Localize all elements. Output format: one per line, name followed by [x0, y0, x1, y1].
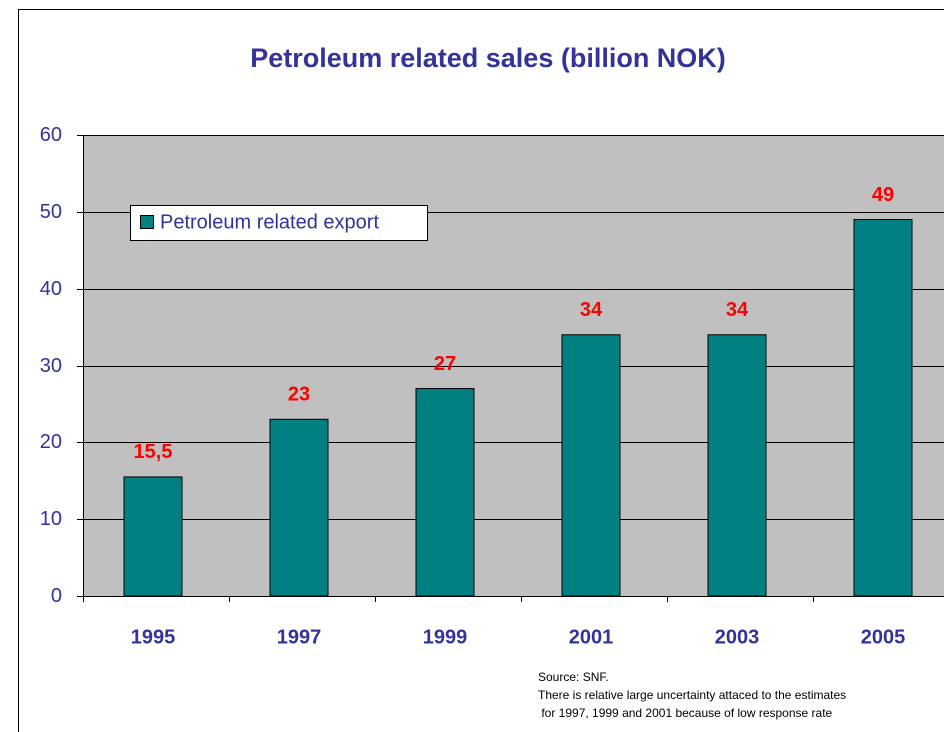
note: for 1997, 1999 and 2001 because of low r…	[538, 706, 833, 720]
y-tick-label: 40	[40, 278, 62, 300]
value-label: 27	[434, 353, 456, 375]
note: Source: SNF.	[538, 670, 609, 684]
legend-box	[130, 205, 428, 241]
value-label: 34	[580, 299, 603, 321]
y-tick-label: 0	[51, 585, 62, 607]
value-label: 15,5	[134, 441, 173, 463]
legend-swatch	[140, 215, 154, 229]
bar	[269, 418, 329, 597]
x-tick-label: 1995	[131, 626, 176, 648]
x-tick-label: 2005	[861, 626, 906, 648]
bar	[561, 334, 621, 597]
value-label: 23	[288, 384, 310, 406]
plot-area	[83, 135, 944, 596]
y-tick-label: 10	[40, 508, 62, 530]
legend-label: Petroleum related export	[160, 211, 379, 233]
x-tick-label: 1997	[277, 626, 322, 648]
value-label: 34	[726, 299, 749, 321]
bar	[123, 476, 183, 597]
bar	[853, 219, 913, 597]
chart-title: Petroleum related sales (billion NOK)	[250, 43, 726, 73]
value-label: 49	[872, 184, 894, 206]
x-tick-label: 2001	[569, 626, 614, 648]
y-tick-label: 50	[40, 201, 62, 223]
bar	[707, 334, 767, 597]
note: There is relative large uncertainty atta…	[538, 688, 846, 702]
y-tick-label: 20	[40, 431, 62, 453]
x-tick-label: 1999	[423, 626, 468, 648]
y-tick-label: 60	[40, 124, 62, 146]
bar	[415, 388, 475, 597]
x-tick-label: 2003	[715, 626, 760, 648]
y-tick-label: 30	[40, 355, 62, 377]
